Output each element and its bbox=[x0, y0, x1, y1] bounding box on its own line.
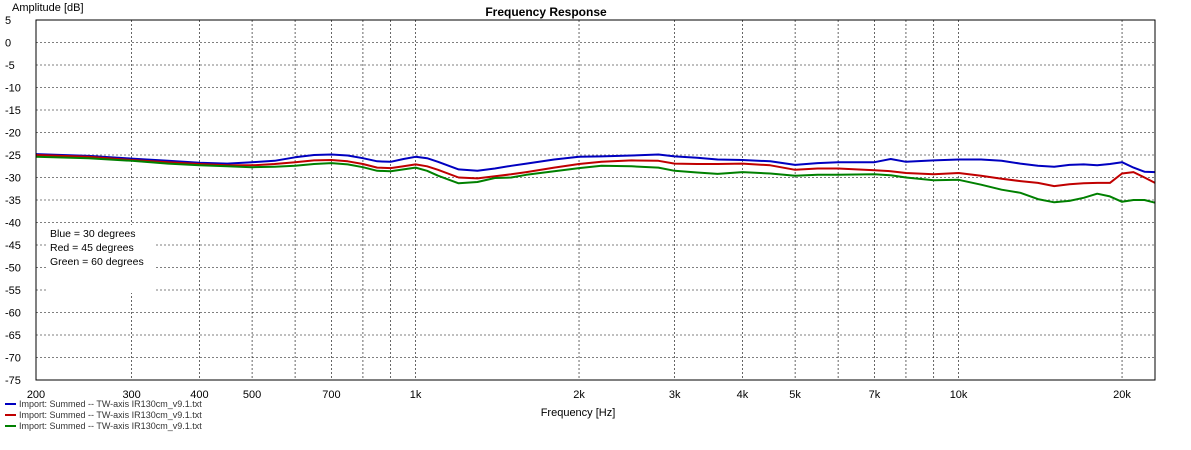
x-tick-label: 700 bbox=[322, 389, 340, 401]
y-tick-label: -15 bbox=[5, 105, 21, 117]
x-tick-label: 500 bbox=[243, 389, 261, 401]
y-tick-label: -70 bbox=[5, 353, 21, 365]
grid-lines bbox=[36, 20, 1155, 380]
y-tick-label: -55 bbox=[5, 285, 21, 297]
series-line-1 bbox=[35, 154, 1156, 188]
x-tick-label: 10k bbox=[950, 389, 968, 401]
y-tick-label: -30 bbox=[5, 173, 21, 185]
footer-legend-entry-blue: Import: Summed -- TW-axis IR130cm_v9.1.t… bbox=[19, 399, 202, 409]
series-lines bbox=[35, 153, 1156, 204]
y-tick-label: -50 bbox=[5, 263, 21, 275]
x-tick-label: 1k bbox=[410, 389, 422, 401]
series-line-0 bbox=[35, 153, 1156, 174]
plot-border bbox=[35, 19, 1156, 381]
y-tick-label: 5 bbox=[5, 15, 11, 27]
x-tick-label: 5k bbox=[789, 389, 801, 401]
x-tick-label: 3k bbox=[669, 389, 681, 401]
y-tick-label: -40 bbox=[5, 218, 21, 230]
y-axis-label: Amplitude [dB] bbox=[12, 2, 84, 14]
x-tick-label: 200 bbox=[27, 389, 45, 401]
x-tick-label: 400 bbox=[190, 389, 208, 401]
x-tick-label: 300 bbox=[122, 389, 140, 401]
series-line-2 bbox=[35, 155, 1156, 204]
y-tick-label: -25 bbox=[5, 150, 21, 162]
x-tick-label: 4k bbox=[737, 389, 749, 401]
y-tick-label: -5 bbox=[5, 60, 15, 72]
chart-title: Frequency Response bbox=[485, 5, 607, 19]
x-tick-label: 2k bbox=[573, 389, 585, 401]
y-tick-label: -35 bbox=[5, 195, 21, 207]
y-tick-label: 0 bbox=[5, 38, 11, 50]
y-tick-label: -75 bbox=[5, 375, 21, 387]
y-tick-label: -45 bbox=[5, 240, 21, 252]
legend-box-line-green: Green = 60 degrees bbox=[50, 256, 144, 268]
plot-area bbox=[36, 20, 1155, 380]
y-tick-labels: 5 0 -5 -10 -15 -20 -25 -30 -35 -40 -45 -50 -55 -60 -65… bbox=[5, 15, 21, 387]
legend-box-line-red: Red = 45 degrees bbox=[50, 242, 134, 254]
x-tick-labels: 200 300 400 500 700 1k 2k 3k 4k 5k 7k 10k 20k bbox=[27, 389, 1132, 401]
footer-legend-entry-red: Import: Summed -- TW-axis IR130cm_v9.1.t… bbox=[19, 410, 202, 420]
legend-box-line-blue: Blue = 30 degrees bbox=[50, 228, 136, 240]
legend-box-background bbox=[46, 225, 154, 293]
x-tick-label: 20k bbox=[1113, 389, 1131, 401]
x-axis-label: Frequency [Hz] bbox=[541, 407, 616, 419]
y-tick-label: -10 bbox=[5, 83, 21, 95]
legend-box: Blue = 30 degrees Red = 45 degrees Green… bbox=[46, 225, 154, 293]
x-tick-label: 7k bbox=[869, 389, 881, 401]
y-tick-label: -20 bbox=[5, 128, 21, 140]
y-tick-label: -65 bbox=[5, 330, 21, 342]
footer-legend-entry-green: Import: Summed -- TW-axis IR130cm_v9.1.t… bbox=[19, 421, 202, 431]
y-tick-label: -60 bbox=[5, 308, 21, 320]
footer-legend: Import: Summed -- TW-axis IR130cm_v9.1.t… bbox=[5, 399, 202, 431]
